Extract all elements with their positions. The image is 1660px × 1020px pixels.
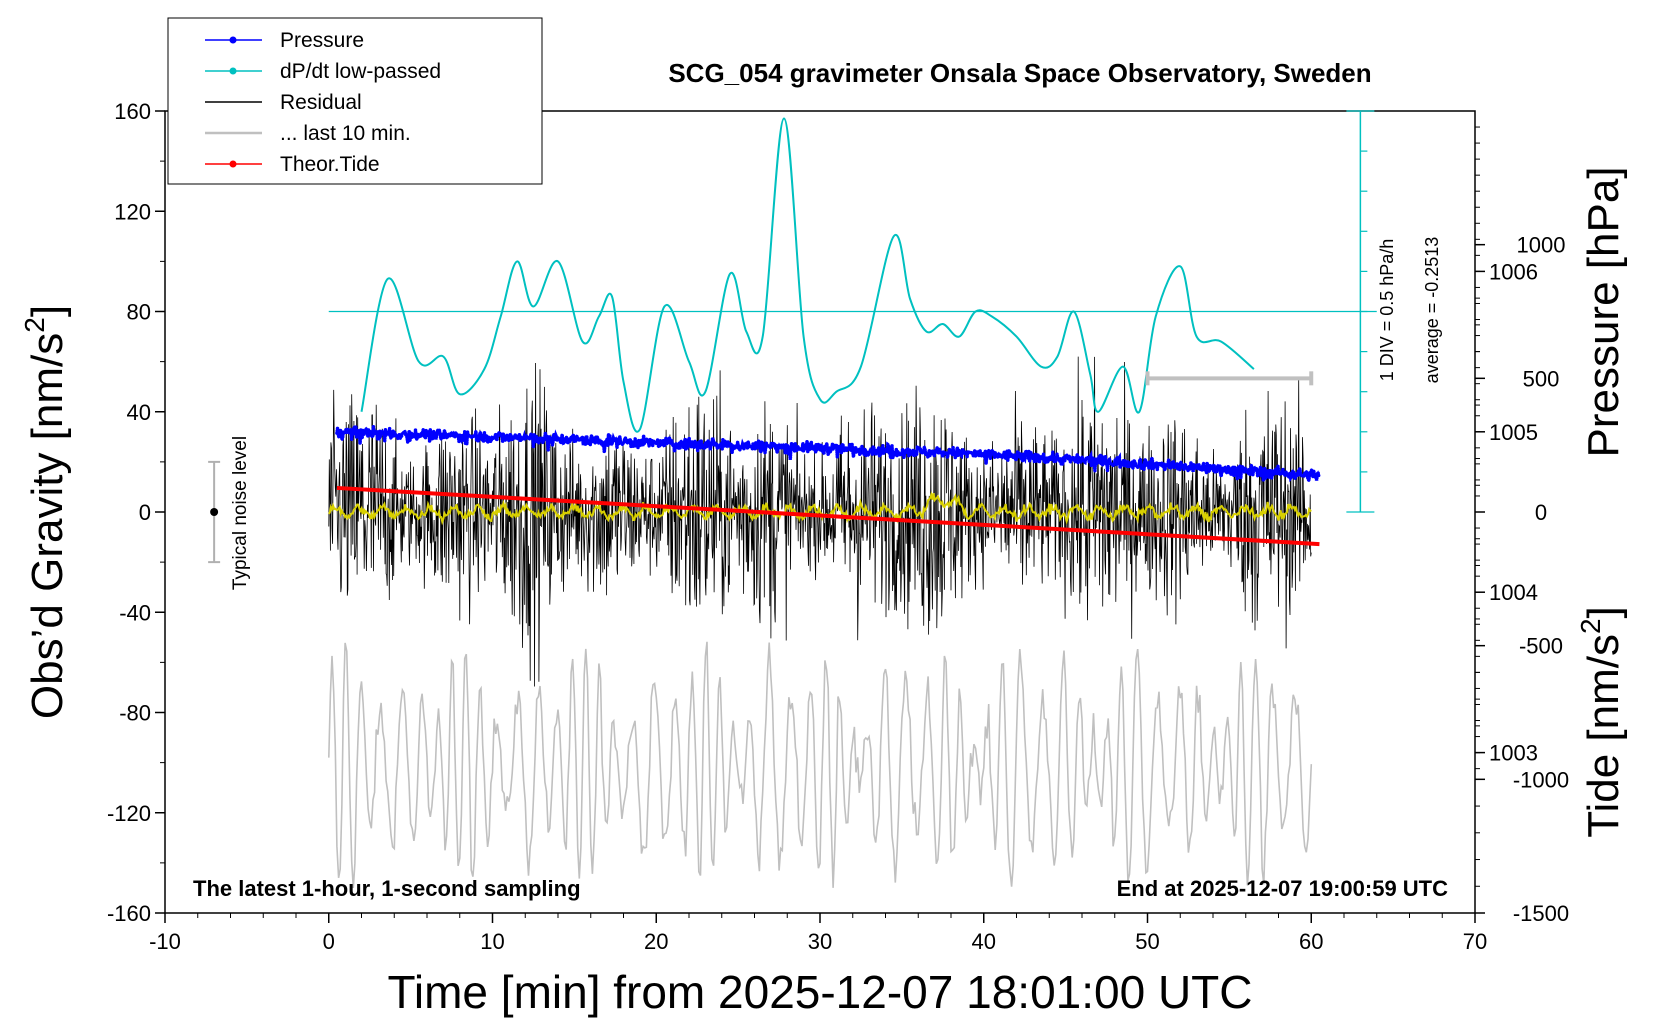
y-axis-label-tide: Tide [nm/s2]: [1575, 606, 1628, 838]
x-axis: -10 0 10 20 30 40 50 60 70: [149, 913, 1487, 954]
gravity-tick-label: 160: [114, 99, 151, 124]
pressure-tick-label: 1003: [1489, 741, 1538, 766]
tide-line: [336, 485, 1320, 547]
dpdt-scale-bar: [1346, 110, 1375, 513]
pressure-tick-label: 1005: [1489, 420, 1538, 445]
gravity-tick-label: -40: [119, 600, 151, 625]
x-axis-label: Time [min] from 2025-12-07 18:01:00 UTC: [388, 966, 1253, 1018]
tide-tick-label: -500: [1519, 634, 1563, 659]
x-tick-label: 0: [323, 929, 335, 954]
tide-axis: -1500 -1000 -500 0 500 1000: [1475, 233, 1569, 926]
gravity-tick-label: -80: [119, 701, 151, 726]
legend-label-0: Pressure: [280, 29, 364, 52]
tide-tick-label: -1500: [1513, 901, 1569, 926]
x-tick-label: 30: [808, 929, 832, 954]
gravity-axis: -160 -120 -80 -40 0 40 80 120 160: [107, 99, 165, 926]
gravity-tick-label: 40: [127, 400, 151, 425]
pressure-line: [336, 426, 1320, 483]
gravity-tick-label: 80: [127, 300, 151, 325]
tide-tick-label: 500: [1523, 366, 1560, 391]
pressure-axis: 1003 1004 1005 1006: [1475, 126, 1538, 770]
legend-label-2: Residual: [280, 91, 362, 114]
x-tick-label: -10: [149, 929, 181, 954]
smoothed-residual-line: [328, 491, 1312, 526]
div-label: 1 DIV = 0.5 hPa/h: [1377, 239, 1397, 382]
tide-series: [336, 485, 1320, 547]
noise-bar-center: [210, 508, 219, 516]
smoothed-residual-series: [328, 491, 1312, 526]
x-tick-label: 50: [1135, 929, 1159, 954]
x-tick-label: 60: [1299, 929, 1323, 954]
residual-series: [328, 356, 1312, 687]
pressure-series: [335, 422, 1322, 486]
legend-marker-1: [229, 67, 237, 75]
legend-label-4: Theor.Tide: [280, 153, 380, 176]
legend: Pressure dP/dt low-passed Residual ... last…: [167, 17, 543, 185]
legend-marker-0: [229, 36, 237, 44]
pressure-tick-label: 1006: [1489, 259, 1538, 284]
gravity-tick-label: -160: [107, 901, 151, 926]
legend-label-3: ... last 10 min.: [280, 122, 411, 145]
annotation-end-time: End at 2025-12-07 19:00:59 UTC: [1117, 876, 1448, 901]
gravity-tick-label: -120: [107, 801, 151, 826]
average-label: average = -0.2513: [1422, 237, 1442, 384]
last-10-min-line: [328, 641, 1313, 888]
y-axis-label-left: Obs’d Gravity [nm/s2]: [19, 305, 72, 719]
dpdt-series: [328, 117, 1377, 433]
y-tide-sup: 2: [1575, 618, 1606, 634]
legend-box: [167, 17, 543, 185]
last-10-min-series: [328, 641, 1313, 888]
x-tick-label: 10: [480, 929, 504, 954]
pressure-tick-label: 1004: [1489, 580, 1538, 605]
tide-tick-label: 0: [1535, 500, 1547, 525]
noise-level-bar: [208, 460, 221, 564]
x-tick-label: 70: [1463, 929, 1487, 954]
tide-tick-label: 1000: [1517, 233, 1566, 258]
noise-level-label: Typical noise level: [230, 436, 251, 590]
legend-marker-4: [229, 160, 237, 168]
dpdt-line: [360, 117, 1255, 433]
tide-tick-label: -1000: [1513, 767, 1569, 792]
x-tick-label: 40: [972, 929, 996, 954]
y-tide-main: Tide [nm/s: [1579, 634, 1628, 838]
y-tide-end: ]: [1579, 606, 1628, 618]
y-left-sup: 2: [19, 317, 50, 333]
y-axis-label-pressure: Pressure [hPa]: [1579, 166, 1628, 457]
legend-label-1: dP/dt low-passed: [280, 60, 441, 83]
annotation-sampling: The latest 1-hour, 1-second sampling: [193, 876, 581, 901]
y-left-main: Obs’d Gravity [nm/s: [23, 333, 72, 719]
last-10-min-bar: [1145, 371, 1314, 386]
gravity-tick-label: 0: [139, 500, 151, 525]
chart-title: SCG_054 gravimeter Onsala Space Observat…: [668, 58, 1371, 88]
x-tick-label: 20: [644, 929, 668, 954]
residual-line: [328, 356, 1312, 687]
gravity-tick-label: 120: [114, 199, 151, 224]
y-left-end: ]: [23, 305, 72, 317]
